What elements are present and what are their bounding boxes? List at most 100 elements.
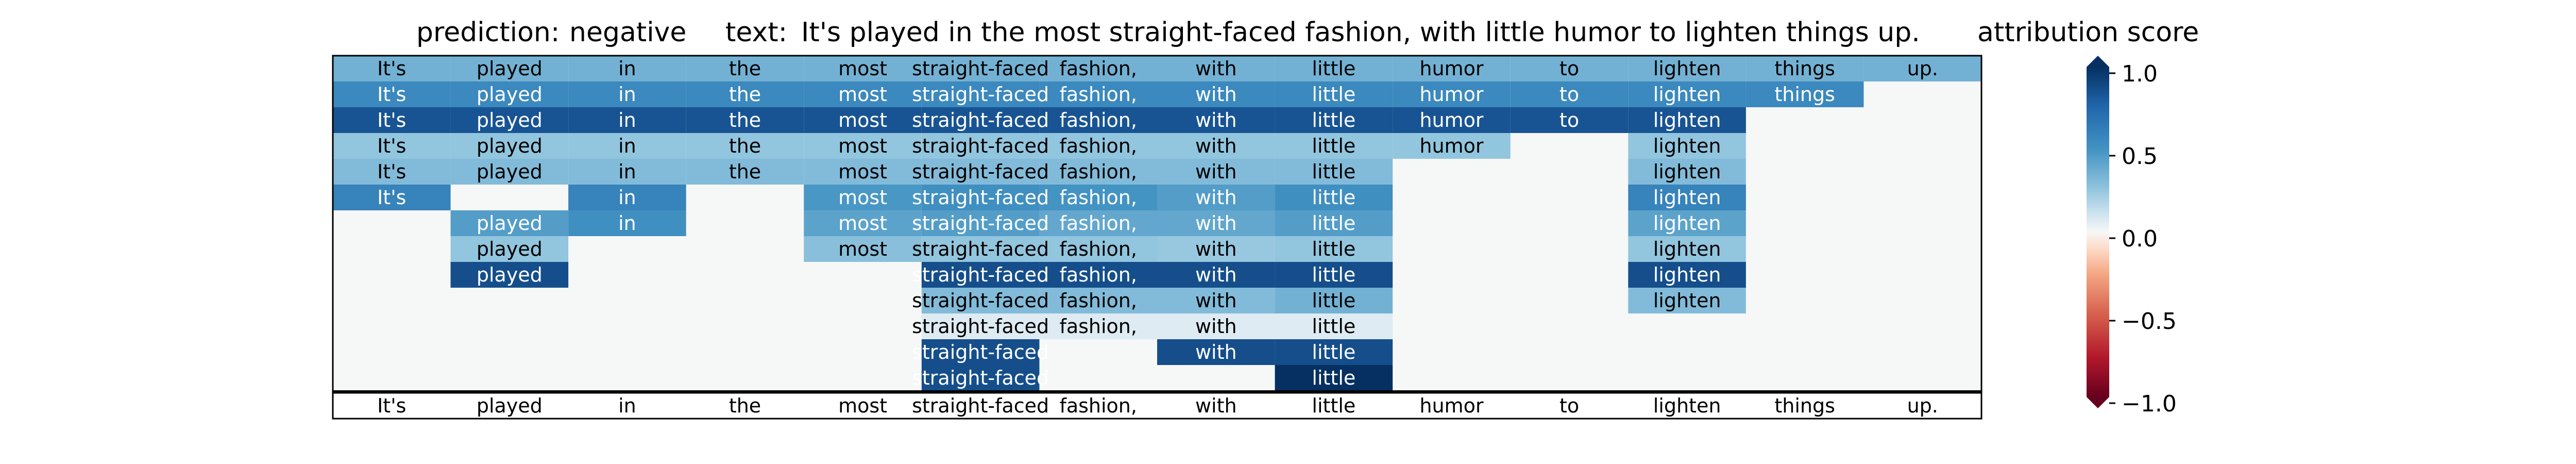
heatmap-cell-label: played xyxy=(477,263,543,286)
heatmap-cell-label: the xyxy=(729,160,761,183)
heatmap-cell xyxy=(804,133,922,159)
heatmap-cell xyxy=(333,159,451,185)
token-row-label: things xyxy=(1774,394,1835,417)
heatmap-cell xyxy=(1157,107,1275,133)
heatmap-cell xyxy=(1157,185,1275,210)
colorbar-tick-label: −0.5 xyxy=(2122,308,2177,335)
heatmap-cell xyxy=(921,81,1040,107)
heatmap-cell-label: the xyxy=(729,109,761,131)
colorbar-ticks: 1.0 0.5 0.0 −0.5 −1.0 xyxy=(2109,61,2177,417)
heatmap-cell-label: most xyxy=(838,238,887,260)
heatmap-cell-label: in xyxy=(618,109,636,131)
heatmap-cell xyxy=(1628,56,1746,81)
heatmap-cell-label: played xyxy=(477,57,543,80)
heatmap-cell-label: the xyxy=(729,57,761,80)
heatmap-cell-label: most xyxy=(838,109,887,131)
heatmap-cell-label: in xyxy=(618,83,636,106)
heatmap-cell xyxy=(1393,133,1511,159)
heatmap-cell-label: humor xyxy=(1419,135,1483,157)
heatmap-cell-label: with xyxy=(1195,238,1237,260)
heatmap-cell-label: straight-faced xyxy=(912,109,1049,131)
heatmap-cell xyxy=(450,210,569,236)
heatmap-cell-label: straight-faced xyxy=(912,263,1049,286)
heatmap-cell xyxy=(1275,262,1393,288)
heatmap-cell xyxy=(1157,339,1275,365)
heatmap-cell-label: straight-faced xyxy=(912,315,1049,338)
colorbar-top-extension xyxy=(2087,56,2109,67)
heatmap-cell-label: played xyxy=(477,238,543,260)
heatmap-cell-label: lighten xyxy=(1653,263,1721,286)
heatmap-cell-label: with xyxy=(1195,160,1237,183)
heatmap-cell xyxy=(450,133,569,159)
heatmap-cell xyxy=(921,107,1040,133)
heatmap-cell-label: little xyxy=(1312,186,1355,209)
heatmap-cell-label: with xyxy=(1195,341,1237,363)
heatmap-cell-label: straight-faced xyxy=(912,289,1049,312)
heatmap-cell xyxy=(1039,159,1157,185)
heatmap-cell xyxy=(1157,288,1275,313)
heatmap-cell xyxy=(686,81,804,107)
heatmap-cell-label: It's xyxy=(377,186,406,209)
token-row-label: the xyxy=(729,394,761,417)
heatmap-cell xyxy=(1393,56,1511,81)
heatmap-cell-label: to xyxy=(1560,83,1579,106)
heatmap-cell xyxy=(921,339,1040,365)
heatmap-cell-label: lighten xyxy=(1653,109,1721,131)
heatmap-cell xyxy=(686,133,804,159)
token-row-label: It's xyxy=(377,394,406,417)
heatmap-cell xyxy=(1628,210,1746,236)
token-row: It's played in the most straight-faced fashion… xyxy=(377,394,1938,417)
heatmap-cell-label: straight-faced xyxy=(912,367,1049,389)
heatmap-cell xyxy=(1157,262,1275,288)
heatmap-cell-label: with xyxy=(1195,135,1237,157)
heatmap-cell xyxy=(1628,159,1746,185)
heatmap-cell xyxy=(568,210,686,236)
heatmap-cell-label: in xyxy=(618,160,636,183)
heatmap-cell-label: fashion, xyxy=(1059,109,1137,131)
heatmap-cell xyxy=(804,159,922,185)
heatmap-cell-label: It's xyxy=(377,83,406,106)
heatmap-cell-label: humor xyxy=(1419,109,1483,131)
heatmap-cell-labels: It's played in the most straight-faced fashion… xyxy=(377,57,1938,389)
heatmap-cell xyxy=(921,185,1040,210)
heatmap-cell-label: straight-faced xyxy=(912,212,1049,235)
heatmap-cell-label: most xyxy=(838,57,887,80)
heatmap-cell-label: little xyxy=(1312,109,1355,131)
heatmap-cell xyxy=(921,365,1040,391)
heatmap-cell-label: little xyxy=(1312,212,1355,235)
heatmap-cell-label: lighten xyxy=(1653,289,1721,312)
heatmap-cell xyxy=(921,56,1040,81)
heatmap-cell-label: most xyxy=(838,186,887,209)
heatmap-cell xyxy=(1628,133,1746,159)
heatmap-cell-label: little xyxy=(1312,341,1355,363)
heatmap-cell-label: most xyxy=(838,212,887,235)
heatmap-cell xyxy=(1039,288,1157,313)
prediction-value: negative xyxy=(569,17,686,48)
heatmap-cell xyxy=(804,185,922,210)
colorbar-tick-label: 1.0 xyxy=(2122,61,2158,87)
heatmap-cell-label: fashion, xyxy=(1059,263,1137,286)
heatmap-cell xyxy=(1628,185,1746,210)
heatmap-cell-label: with xyxy=(1195,289,1237,312)
heatmap-cell xyxy=(333,133,451,159)
heatmap-cell-label: in xyxy=(618,57,636,80)
heatmap-cell-label: fashion, xyxy=(1059,289,1137,312)
heatmap-cell xyxy=(1745,81,1864,107)
heatmap-cell-label: played xyxy=(477,160,543,183)
heatmap-cell-label: most xyxy=(838,160,887,183)
token-row-label: fashion, xyxy=(1059,394,1137,417)
heatmap-cell xyxy=(1275,81,1393,107)
text-label: text: xyxy=(725,17,787,48)
heatmap-cell xyxy=(568,159,686,185)
heatmap-cell-label: little xyxy=(1312,83,1355,106)
heatmap-cell-label: fashion, xyxy=(1059,315,1137,338)
heatmap-cell-label: with xyxy=(1195,315,1237,338)
heatmap-cell xyxy=(804,56,922,81)
heatmap-cell xyxy=(568,81,686,107)
heatmap-cell xyxy=(1275,365,1393,391)
heatmap-cell-label: lighten xyxy=(1653,212,1721,235)
token-row-label: up. xyxy=(1907,394,1938,417)
heatmap-cell xyxy=(1275,313,1393,339)
heatmap-cell xyxy=(450,107,569,133)
heatmap-cell-label: fashion, xyxy=(1059,57,1137,80)
